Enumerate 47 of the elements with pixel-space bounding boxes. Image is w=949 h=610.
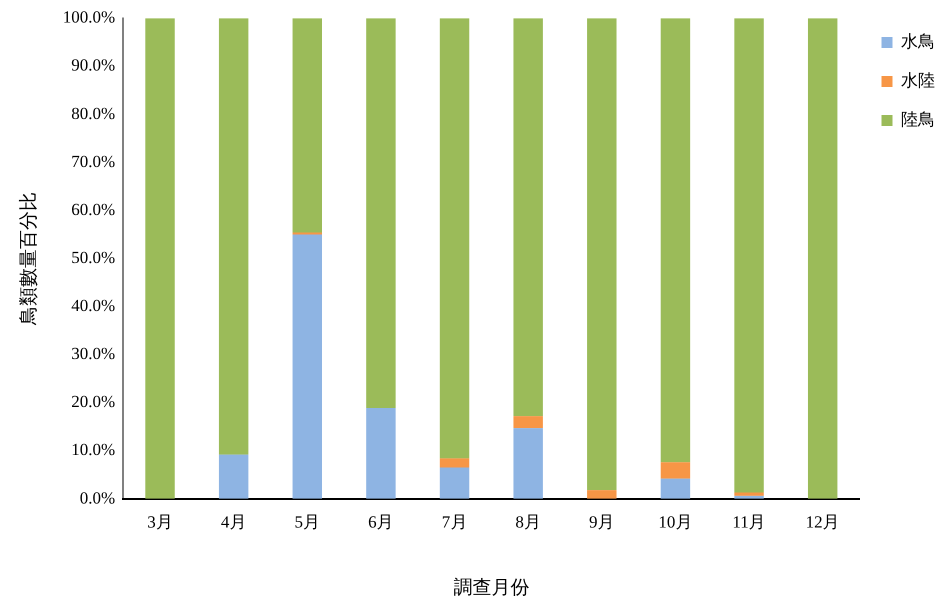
y-tick-label: 10.0% (71, 440, 116, 460)
x-tick-label: 6月 (368, 512, 394, 532)
x-tick-label: 7月 (442, 512, 468, 532)
bar (440, 18, 470, 458)
x-axis-title: 調查月份 (453, 578, 530, 599)
bar (218, 18, 248, 455)
bar (513, 18, 543, 416)
bar (808, 18, 838, 499)
bar (366, 18, 396, 408)
y-tick-label: 0.0% (80, 488, 116, 508)
y-tick-label: 90.0% (71, 56, 116, 75)
legend-label: 水鳥 (901, 32, 935, 51)
bar (292, 234, 322, 499)
y-tick-label: 100.0% (62, 8, 116, 27)
bar (587, 490, 617, 499)
x-tick-label: 5月 (294, 512, 320, 532)
bar (218, 454, 248, 499)
bar (366, 408, 396, 499)
bar (513, 428, 543, 499)
bar (587, 18, 617, 490)
y-tick-label: 40.0% (71, 296, 116, 316)
x-tick-label: 8月 (515, 512, 541, 532)
y-tick-label: 70.0% (71, 152, 116, 171)
bar (734, 492, 764, 496)
y-tick-label: 60.0% (71, 200, 116, 219)
bar (513, 416, 543, 428)
bar (440, 468, 470, 499)
bar (660, 18, 690, 462)
y-axis-title: 鳥類數量百分比 (18, 192, 40, 326)
y-tick-label: 30.0% (71, 344, 116, 364)
bar (292, 18, 322, 233)
legend-label: 水陸 (901, 70, 935, 90)
x-tick-label: 11月 (732, 512, 766, 532)
x-tick-label: 9月 (589, 512, 615, 532)
legend-label: 陸鳥 (901, 110, 935, 129)
y-tick-label: 20.0% (71, 392, 116, 412)
x-tick-label: 10月 (658, 512, 692, 532)
bar (660, 462, 690, 479)
bar (734, 18, 764, 493)
y-tick-label: 50.0% (71, 248, 116, 267)
x-tick-label: 12月 (806, 512, 840, 532)
bar (145, 18, 175, 499)
x-tick-label: 4月 (220, 512, 246, 532)
y-tick-label: 80.0% (71, 104, 116, 123)
bar (440, 458, 470, 468)
x-tick-label: 3月 (147, 512, 173, 532)
bar (660, 478, 690, 499)
